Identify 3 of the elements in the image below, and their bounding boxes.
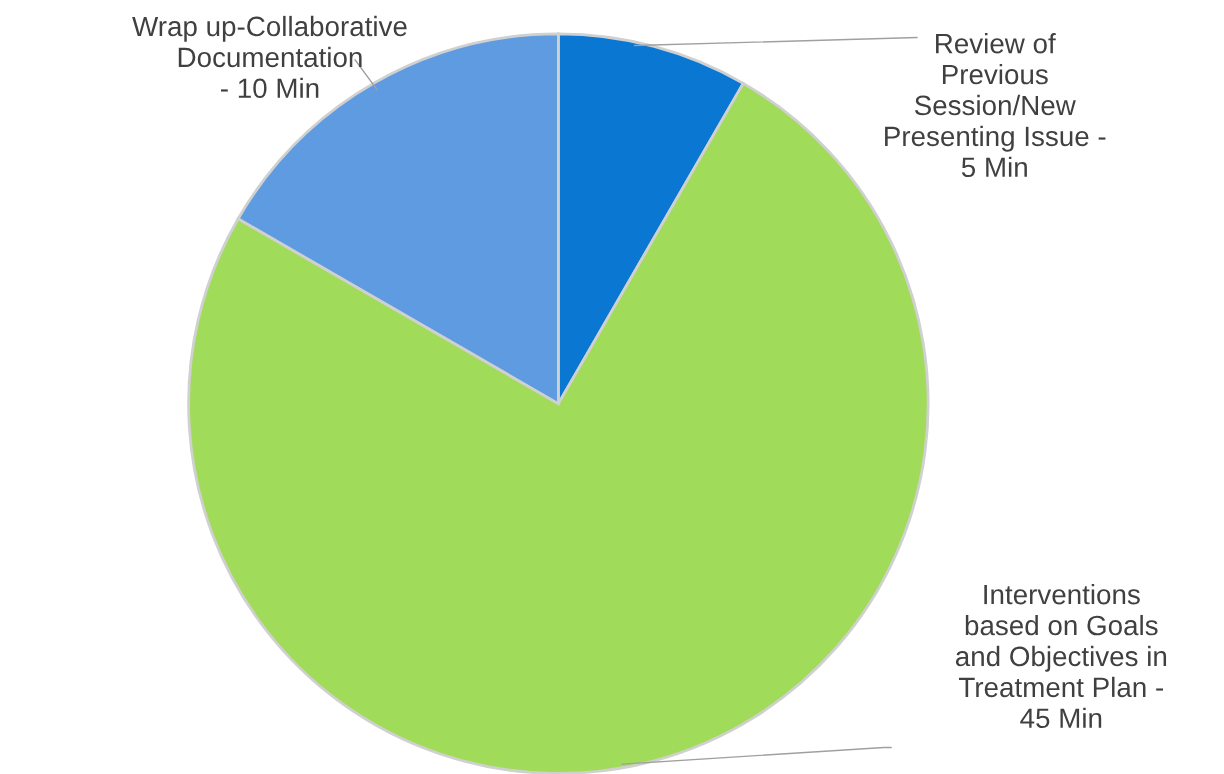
slice-label: Interventions based on Goals and Objectives in Treatment Plan - 45 Min <box>955 583 1167 729</box>
slice-label: Wrap up-Collaborative Documentation - 10 Min <box>132 15 407 99</box>
slice-label: Review of Previous Session/New Presenting Issue - 5 Min <box>885 33 1106 178</box>
